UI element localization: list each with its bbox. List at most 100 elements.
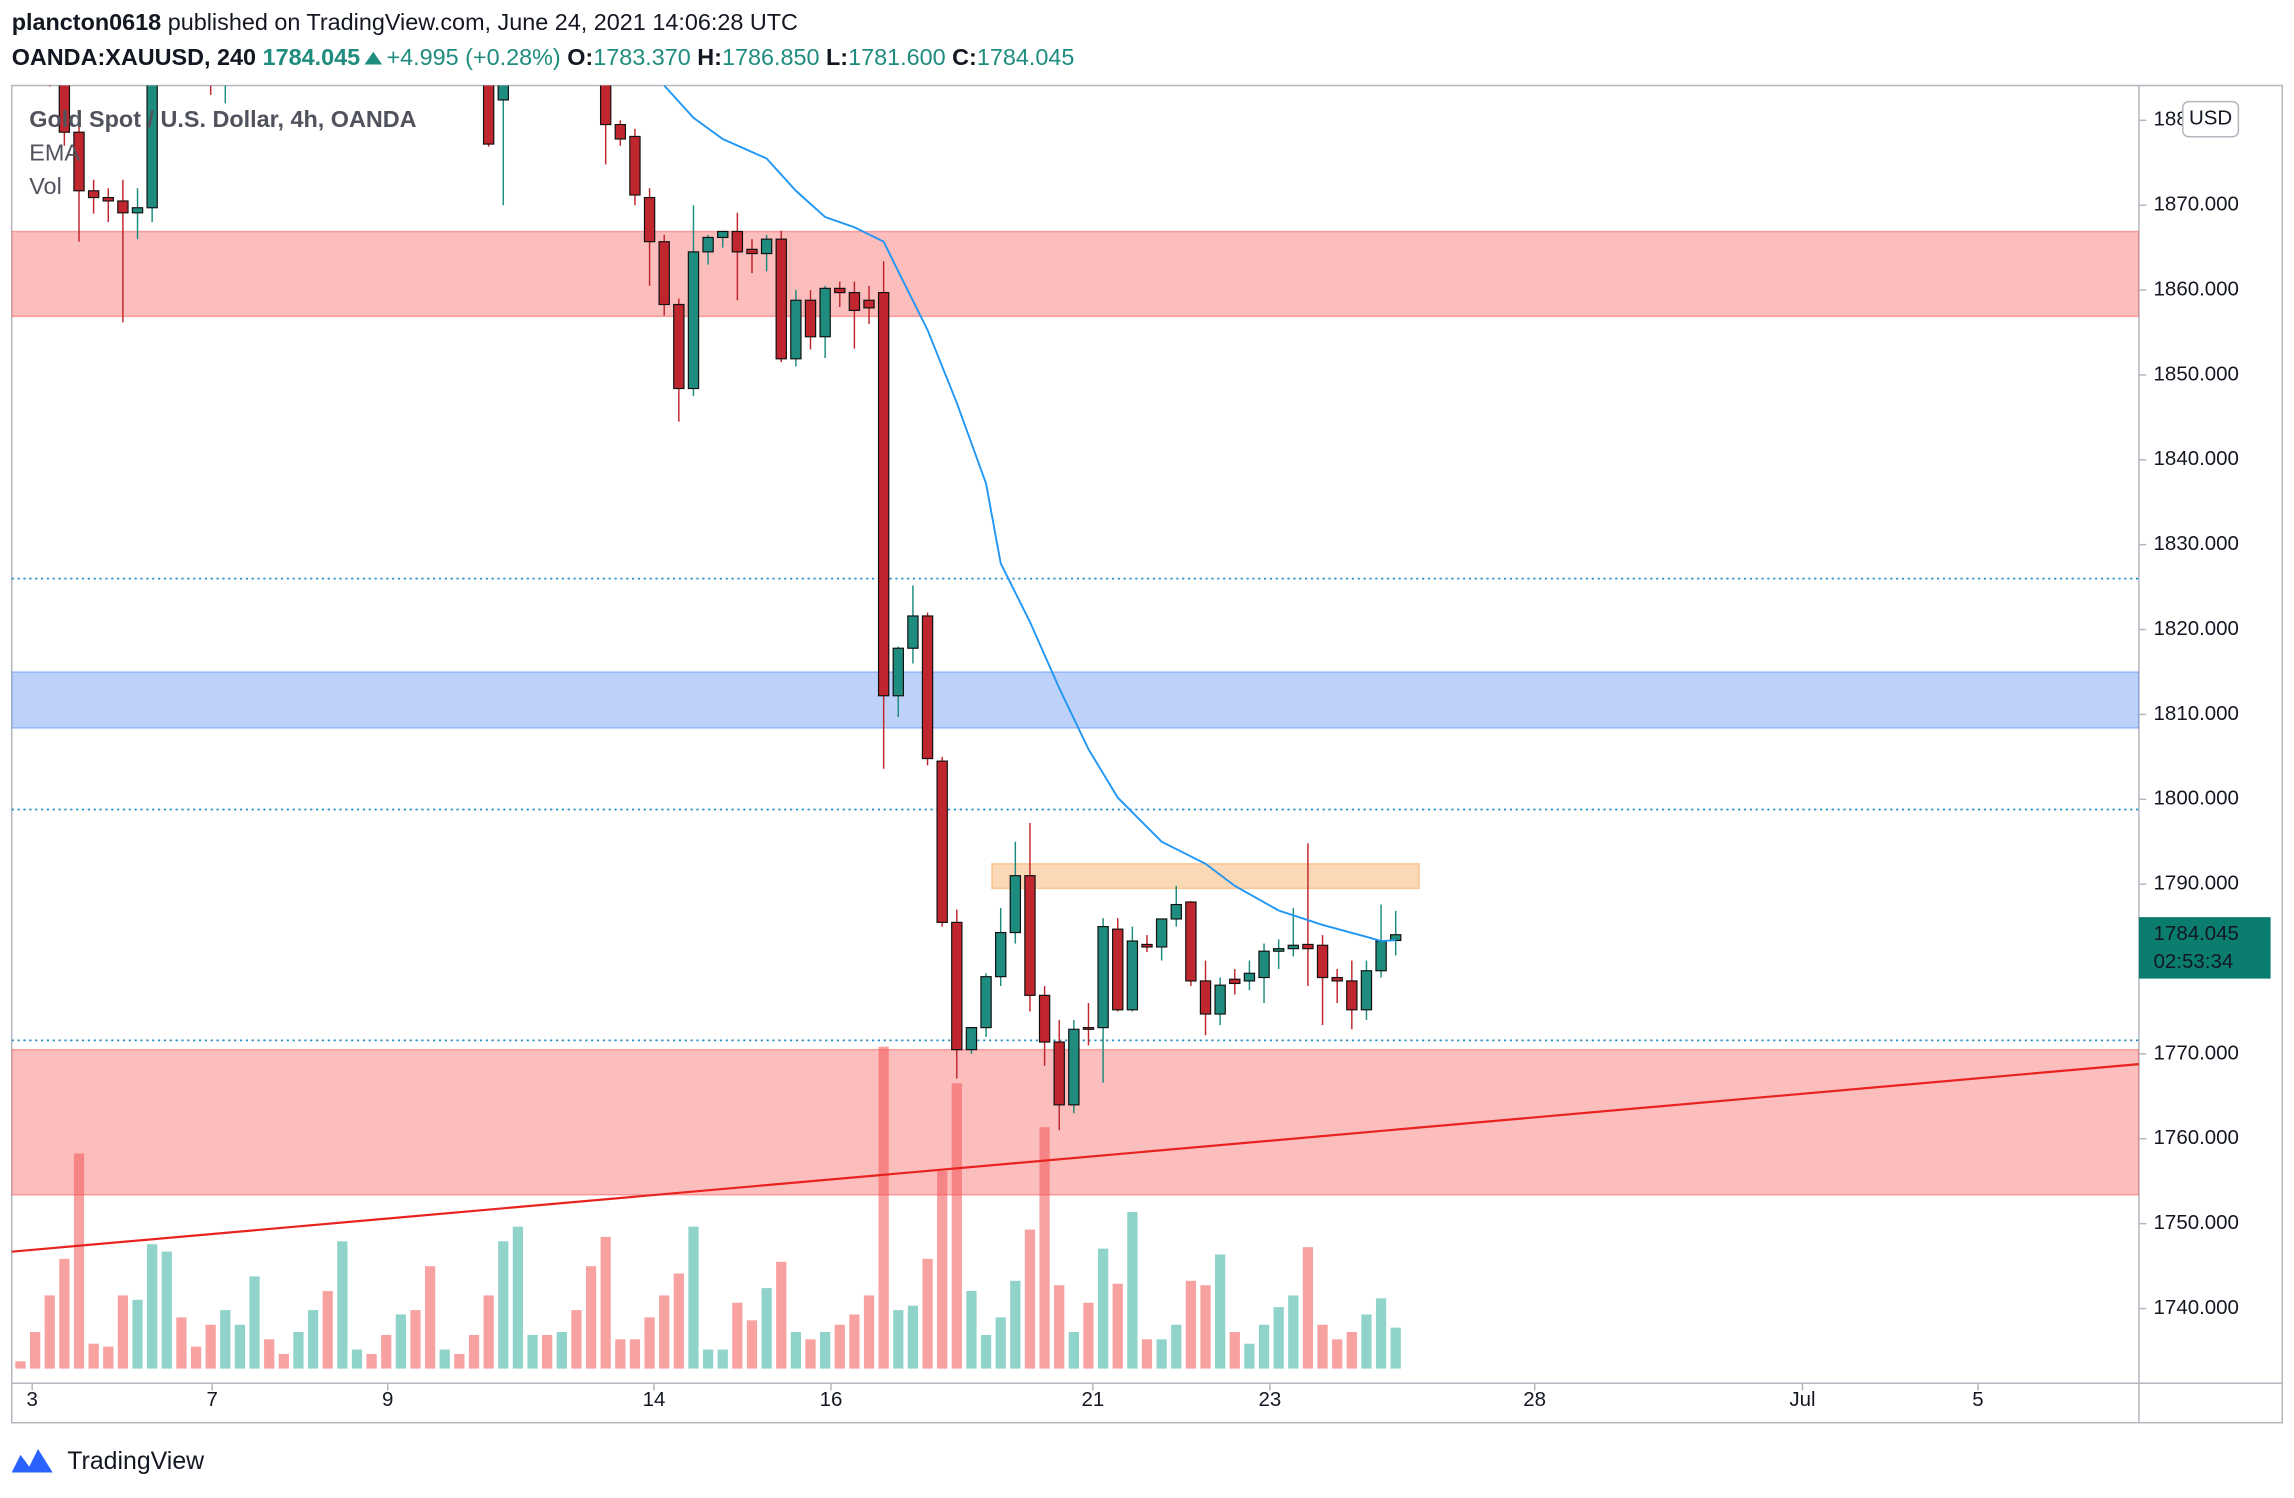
volume-bar xyxy=(1024,1229,1036,1369)
candle-body xyxy=(1272,948,1285,952)
change: +4.995 (+0.28%) xyxy=(386,44,560,70)
published: published on TradingView.com, June 24, 2… xyxy=(161,9,798,35)
currency-badge[interactable] xyxy=(2182,100,2240,138)
candle-body xyxy=(877,292,890,697)
candle-body xyxy=(131,207,144,214)
candle-body xyxy=(1126,940,1139,1011)
volume-bar xyxy=(1361,1314,1372,1369)
candle-body xyxy=(1097,926,1109,1029)
candle-body xyxy=(497,85,509,101)
volume-bar xyxy=(615,1339,626,1369)
candle-body xyxy=(746,248,758,255)
volume-bar xyxy=(249,1276,260,1369)
candle-body xyxy=(1302,943,1314,950)
y-tick-label: 1830.000 xyxy=(2154,532,2239,555)
volume-bar xyxy=(117,1295,129,1369)
volume-bar xyxy=(1010,1280,1021,1369)
volume-bar xyxy=(1097,1248,1109,1369)
candle-body xyxy=(146,85,158,209)
volume-bar xyxy=(351,1349,363,1369)
volume-bar xyxy=(1215,1254,1226,1369)
volume-bar xyxy=(1244,1343,1255,1369)
trendline xyxy=(11,1063,2139,1253)
l: 1781.600 xyxy=(848,44,946,70)
candle-body xyxy=(117,200,129,214)
volume-bar xyxy=(176,1317,187,1369)
footer-brand: TradingView xyxy=(67,1447,205,1475)
volume-bar xyxy=(454,1353,465,1369)
candle-body xyxy=(614,123,627,140)
volume-bar xyxy=(717,1349,728,1369)
candle-body xyxy=(892,647,904,697)
volume-bar xyxy=(863,1295,875,1369)
volume-bar xyxy=(995,1317,1006,1369)
volume-bar xyxy=(88,1343,99,1369)
volume-bar xyxy=(688,1226,699,1369)
candle-body xyxy=(1214,984,1226,1015)
candle-body xyxy=(58,85,71,133)
volume-bar xyxy=(790,1332,801,1369)
volume-bar xyxy=(776,1261,787,1369)
volume-bar xyxy=(922,1258,933,1369)
candle-body xyxy=(1375,940,1387,972)
x-tick-label: 9 xyxy=(382,1388,393,1411)
volume-bar xyxy=(600,1236,611,1369)
x-tick-label: 14 xyxy=(643,1388,666,1411)
y-tick-label: 1810.000 xyxy=(2154,702,2239,725)
candle-body xyxy=(834,287,846,294)
volume-bar xyxy=(659,1295,670,1369)
candle-body xyxy=(102,196,114,202)
volume-bar xyxy=(937,1171,948,1369)
candle-body xyxy=(980,976,992,1029)
header-line-2: OANDA:XAUUSD, 240 1784.045 +4.995 (+0.28%… xyxy=(12,44,1075,70)
last-price: 1784.045 xyxy=(2154,922,2239,945)
volume-bar xyxy=(73,1153,85,1369)
last-price-box xyxy=(2138,917,2271,979)
zone xyxy=(11,671,2139,729)
y-tick-label: 1790.000 xyxy=(2154,872,2239,895)
volume-bar xyxy=(1141,1339,1153,1369)
candle-body xyxy=(1009,875,1022,934)
volume-bar xyxy=(1273,1307,1284,1369)
volume-bar xyxy=(307,1310,319,1369)
volume-bar xyxy=(702,1349,714,1369)
candle-body xyxy=(907,615,919,649)
y-tick-label: 1870.000 xyxy=(2154,193,2239,216)
candle-body xyxy=(760,238,773,255)
volume-bar xyxy=(1375,1298,1387,1369)
ema-line xyxy=(663,85,1396,942)
volume-bar xyxy=(761,1288,772,1369)
volume-bar xyxy=(410,1310,421,1369)
volume-bar xyxy=(1185,1280,1197,1369)
candle-body xyxy=(717,230,729,239)
candle-body xyxy=(1331,976,1343,982)
currency: USD xyxy=(2189,107,2232,130)
volume-bar xyxy=(746,1320,758,1369)
volume-bar xyxy=(293,1332,304,1369)
legend-title: Gold Spot / U.S. Dollar, 4h, OANDA xyxy=(29,106,416,132)
volume-bar xyxy=(966,1291,977,1369)
plot xyxy=(11,85,2139,1369)
logo-icon xyxy=(11,1449,53,1473)
candle-body xyxy=(658,241,670,306)
volume-bar xyxy=(498,1241,509,1369)
volume-bar xyxy=(571,1310,582,1369)
candle-body xyxy=(936,760,948,923)
volume-bar xyxy=(1302,1247,1314,1369)
candle-body xyxy=(599,85,612,126)
volume-bar xyxy=(1258,1324,1270,1369)
volume-bar xyxy=(585,1266,597,1369)
volume-bar xyxy=(161,1251,172,1369)
candle-body xyxy=(1185,901,1197,982)
footer-logo: TradingView xyxy=(11,1447,205,1475)
candle-body xyxy=(702,236,714,253)
volume-bar xyxy=(527,1334,538,1369)
y-tick-label: 1820.000 xyxy=(2154,617,2239,640)
x-tick-label: 16 xyxy=(820,1388,843,1411)
x-tick-label: 5 xyxy=(1972,1388,1983,1411)
candle-body xyxy=(1053,1041,1065,1106)
volume-bar xyxy=(425,1266,436,1369)
volume-bar xyxy=(205,1324,216,1369)
last: 1784.045 xyxy=(263,44,361,70)
